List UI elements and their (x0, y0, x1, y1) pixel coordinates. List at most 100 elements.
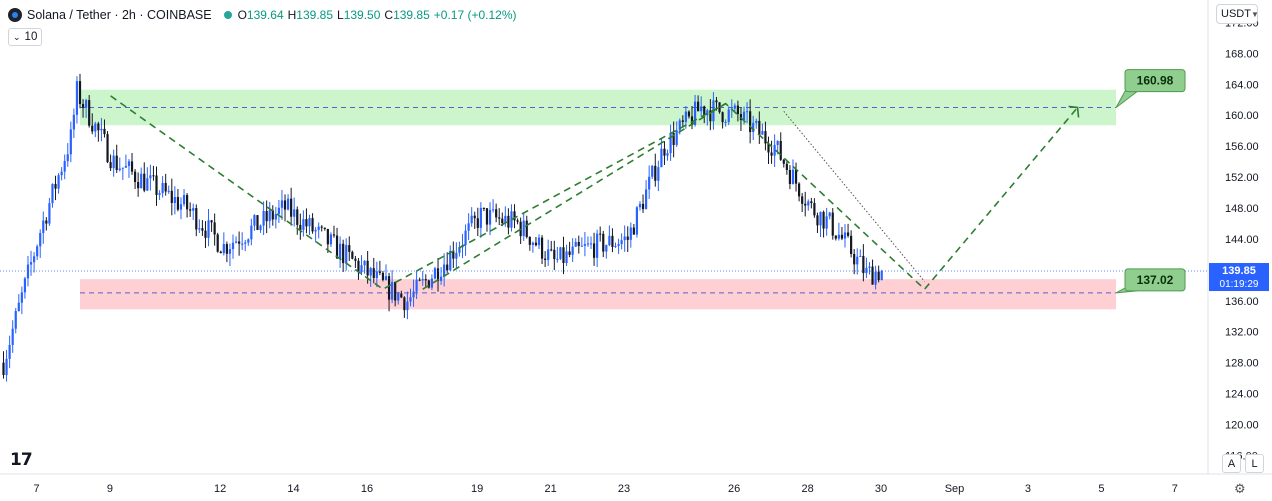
candle-body (204, 230, 207, 238)
candle-body (391, 281, 394, 300)
candle-body (794, 169, 798, 184)
x-tick-label: 30 (875, 483, 887, 495)
candle-body (641, 203, 645, 210)
candle-body (250, 225, 253, 240)
candle-body (146, 178, 149, 191)
candle-body (283, 200, 287, 210)
candle-body (816, 215, 819, 226)
x-tick-label: 16 (361, 483, 373, 495)
indicator-toggle[interactable]: ⌄ 10 (8, 28, 43, 46)
candle-body (663, 148, 666, 156)
candle-body (238, 241, 241, 244)
candle-body (724, 122, 727, 124)
candle-body (345, 245, 348, 264)
candle-body (366, 260, 369, 276)
candle-body (323, 227, 326, 230)
candle-body (207, 220, 210, 238)
candle-body (152, 175, 155, 177)
candle-body (804, 203, 807, 206)
candle-body (26, 264, 30, 279)
log-scale-button[interactable]: L (1245, 454, 1264, 473)
candle-body (305, 219, 308, 227)
candle-body (547, 249, 550, 260)
candle-body (39, 232, 42, 247)
candle-body (840, 234, 844, 239)
candle-body (216, 234, 219, 252)
candle-body (397, 293, 400, 301)
candle-body (5, 358, 8, 376)
candle-body (176, 196, 180, 210)
candle-body (222, 244, 225, 254)
candle-body (733, 105, 736, 109)
candle-body (648, 176, 651, 190)
candle-body (525, 220, 528, 237)
last-price-countdown: 01:19:29 (1220, 279, 1259, 290)
candle-body (675, 130, 678, 145)
candle-body (602, 233, 605, 252)
candle-body (449, 250, 452, 271)
candle-body (495, 209, 498, 218)
tradingview-logo-icon[interactable]: 17 (10, 450, 33, 470)
ohlc-low: L139.50 (337, 8, 381, 22)
candle-body (577, 241, 580, 247)
candle-body (507, 215, 510, 228)
candle-body (709, 110, 712, 122)
candle-body (785, 163, 788, 170)
candle-body (690, 116, 694, 125)
y-tick-label: 164.00 (1225, 79, 1259, 91)
x-tick-label: 26 (728, 483, 740, 495)
candle-body (865, 267, 868, 274)
candle-body (302, 219, 305, 230)
candle-body (66, 154, 69, 162)
candle-body (72, 114, 75, 130)
market-status-icon (223, 11, 232, 19)
candle-body (831, 212, 834, 236)
candle-body (351, 251, 354, 259)
candle-body (88, 100, 91, 126)
candle-body (534, 242, 538, 246)
candle-body (654, 165, 657, 181)
y-tick-label: 148.00 (1225, 203, 1259, 215)
settings-gear-icon[interactable]: ⚙ (1234, 481, 1246, 496)
candle-body (485, 208, 489, 225)
candle-body (791, 169, 795, 184)
candle-body (85, 100, 88, 108)
symbol-title[interactable]: Solana / Tether · 2h · COINBASE (27, 8, 212, 22)
candle-body (544, 258, 547, 260)
candle-body (458, 247, 461, 253)
candle-body (773, 144, 776, 156)
chart-header: Solana / Tether · 2h · COINBASE O139.64 … (8, 6, 517, 24)
x-tick-label: 9 (107, 483, 113, 495)
candle-body (167, 190, 170, 192)
y-tick-label: 152.00 (1225, 172, 1259, 184)
candle-body (256, 215, 259, 230)
currency-selector[interactable]: USDT ▼ (1216, 4, 1259, 24)
auto-scale-button[interactable]: A (1222, 454, 1241, 473)
candle-body (810, 201, 813, 204)
candle-body (265, 211, 268, 222)
candle-body (400, 293, 403, 298)
callout-label: 137.02 (1137, 273, 1174, 287)
candle-body (2, 362, 5, 376)
candle-body (23, 278, 27, 293)
candle-body (299, 224, 302, 230)
candle-body (687, 111, 691, 117)
candle-body (363, 260, 366, 266)
candle-body (828, 212, 831, 217)
x-tick-label: 5 (1098, 483, 1104, 495)
candle-body (45, 220, 48, 224)
candle-body (387, 276, 391, 300)
candle-body (8, 344, 11, 359)
y-tick-label: 120.00 (1225, 420, 1259, 432)
candle-body (14, 310, 17, 329)
candle-body (320, 226, 323, 228)
trend-line (110, 95, 1079, 291)
candle-body (721, 112, 724, 123)
candle-body (531, 242, 534, 245)
y-tick-label: 168.00 (1225, 48, 1259, 60)
candle-body (550, 249, 553, 251)
chevron-down-icon: ⌄ (13, 31, 21, 42)
candle-body (33, 256, 36, 263)
candle-body (403, 297, 406, 311)
